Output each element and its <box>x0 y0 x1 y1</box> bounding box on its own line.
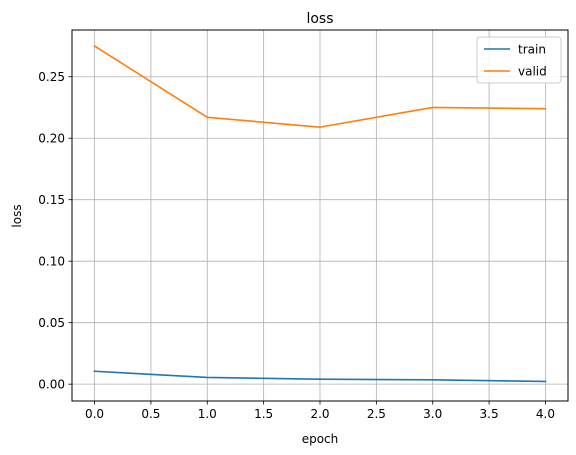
legend-label-valid: valid <box>518 65 547 79</box>
x-tick-label: 1.0 <box>198 407 217 421</box>
axis-ticks: 0.0 0.5 1.0 1.5 2.0 2.5 3.0 3.5 4.0 0.00 0.05 0.10 0… <box>38 70 555 421</box>
x-tick-label: 4.0 <box>536 407 555 421</box>
x-tick-label: 0.0 <box>85 407 104 421</box>
x-tick-label: 2.5 <box>367 407 386 421</box>
legend: train valid <box>476 36 562 84</box>
x-tick-label: 3.5 <box>480 407 499 421</box>
x-tick-label: 1.5 <box>254 407 273 421</box>
y-tick-label: 0.20 <box>38 132 65 146</box>
y-tick-label: 0.00 <box>38 377 65 391</box>
series-line-valid <box>93 44 547 128</box>
y-tick-label: 0.10 <box>38 254 65 268</box>
y-tick-label: 0.25 <box>38 70 65 84</box>
x-tick-label: 0.5 <box>141 407 160 421</box>
y-tick-label: 0.05 <box>38 316 65 330</box>
y-tick-label: 0.15 <box>38 193 65 207</box>
y-axis-label: loss <box>10 204 24 227</box>
legend-label-train: train <box>518 43 546 57</box>
x-tick-label: 2.0 <box>310 407 329 421</box>
x-tick-label: 3.0 <box>423 407 442 421</box>
grid <box>72 30 568 401</box>
chart-title: loss <box>306 11 333 27</box>
series-lines <box>93 44 547 383</box>
x-axis-label: epoch <box>302 432 339 446</box>
series-line-train <box>93 370 547 383</box>
